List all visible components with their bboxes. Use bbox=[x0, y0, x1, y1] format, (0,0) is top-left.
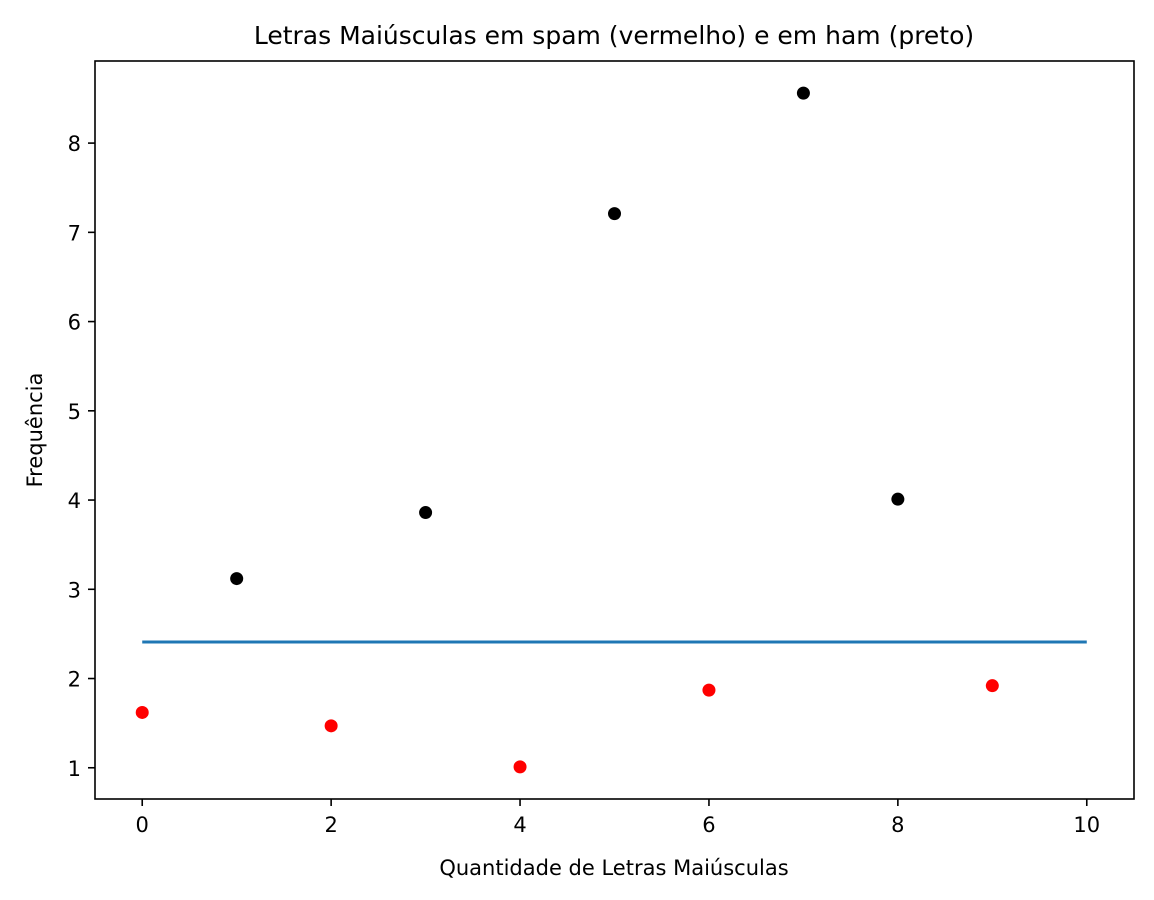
y-axis-ticks: 1 2 3 4 5 6 7 8 bbox=[68, 132, 95, 781]
data-point bbox=[702, 683, 716, 697]
chart-title: Letras Maiúsculas em spam (vermelho) e e… bbox=[254, 21, 974, 50]
x-tick-label: 4 bbox=[513, 813, 526, 837]
y-tick-label: 3 bbox=[68, 578, 81, 602]
x-tick-label: 8 bbox=[891, 813, 904, 837]
data-point bbox=[324, 719, 338, 733]
y-tick-label: 1 bbox=[68, 757, 81, 781]
plot-area bbox=[135, 86, 1087, 774]
data-point bbox=[419, 506, 433, 520]
y-tick-label: 7 bbox=[68, 221, 81, 245]
data-point bbox=[608, 207, 621, 221]
plot-frame bbox=[94, 60, 1135, 800]
y-axis-title: Frequência bbox=[23, 373, 47, 488]
data-point bbox=[985, 679, 999, 693]
y-tick-label: 8 bbox=[68, 132, 81, 156]
x-axis-title: Quantidade de Letras Maiúsculas bbox=[439, 856, 788, 880]
x-tick-label: 0 bbox=[136, 813, 149, 837]
data-point bbox=[135, 705, 149, 719]
data-point bbox=[891, 492, 905, 506]
x-tick-label: 2 bbox=[324, 813, 337, 837]
y-tick-label: 5 bbox=[68, 400, 81, 424]
data-point bbox=[230, 572, 244, 586]
x-tick-label: 10 bbox=[1073, 813, 1100, 837]
y-tick-label: 6 bbox=[68, 311, 81, 335]
x-axis-ticks: 0 2 4 6 8 10 bbox=[136, 799, 1100, 837]
data-point bbox=[796, 86, 810, 100]
data-point bbox=[513, 760, 527, 774]
y-tick-label: 4 bbox=[68, 489, 81, 513]
y-tick-label: 2 bbox=[68, 668, 81, 692]
x-tick-label: 6 bbox=[702, 813, 715, 837]
